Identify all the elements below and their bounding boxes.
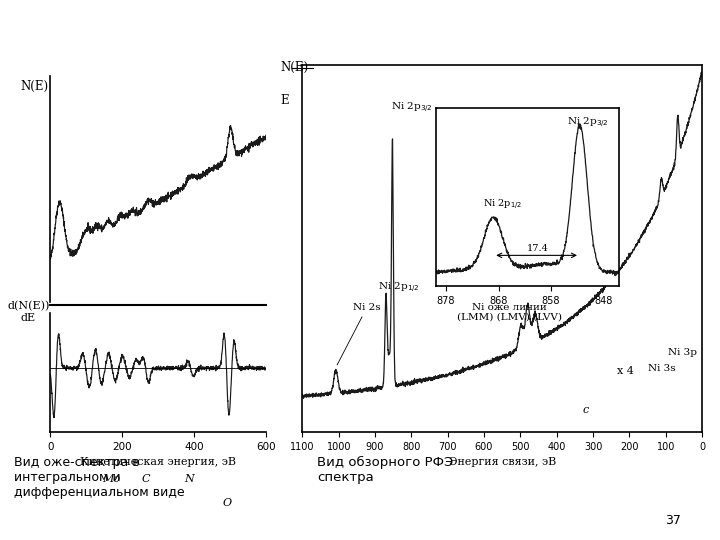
Text: Ni 3s: Ni 3s xyxy=(647,364,675,374)
Text: Mo: Mo xyxy=(102,474,121,484)
Text: 17.4: 17.4 xyxy=(527,244,549,253)
Text: c: c xyxy=(582,404,589,415)
X-axis label: Кинетическая энергия, эВ: Кинетическая энергия, эВ xyxy=(81,457,236,467)
Text: N(E): N(E) xyxy=(20,80,48,93)
Text: C: C xyxy=(142,474,150,484)
Text: Вид оже-спектра в
интегральном и
дифференциальном виде: Вид оже-спектра в интегральном и диффере… xyxy=(14,456,185,500)
Text: Ni 2p$_{3/2}$: Ni 2p$_{3/2}$ xyxy=(567,116,608,130)
Text: Ni оже линии
(LMM) (LMV) (LVV): Ni оже линии (LMM) (LMV) (LVV) xyxy=(457,302,562,322)
Text: Вид обзорного РФЭ
спектра: Вид обзорного РФЭ спектра xyxy=(317,456,453,484)
Text: Ni 2p$_{1/2}$: Ni 2p$_{1/2}$ xyxy=(483,198,522,212)
Text: Ni 3p: Ni 3p xyxy=(667,348,696,357)
Text: Ni 2s: Ni 2s xyxy=(337,302,381,365)
Text: x 4: x 4 xyxy=(617,366,634,376)
Text: E: E xyxy=(280,94,289,107)
Text: N(E): N(E) xyxy=(280,61,309,74)
Text: N: N xyxy=(184,474,194,484)
Text: d(N(E))
dE: d(N(E)) dE xyxy=(7,301,50,323)
Text: O: O xyxy=(222,498,231,508)
Text: 37: 37 xyxy=(665,514,681,527)
Text: Ni 2p$_{1/2}$: Ni 2p$_{1/2}$ xyxy=(377,281,419,295)
Text: Ni 2p$_{3/2}$: Ni 2p$_{3/2}$ xyxy=(392,100,433,114)
X-axis label: Энергия связи, эВ: Энергия связи, эВ xyxy=(449,457,556,467)
